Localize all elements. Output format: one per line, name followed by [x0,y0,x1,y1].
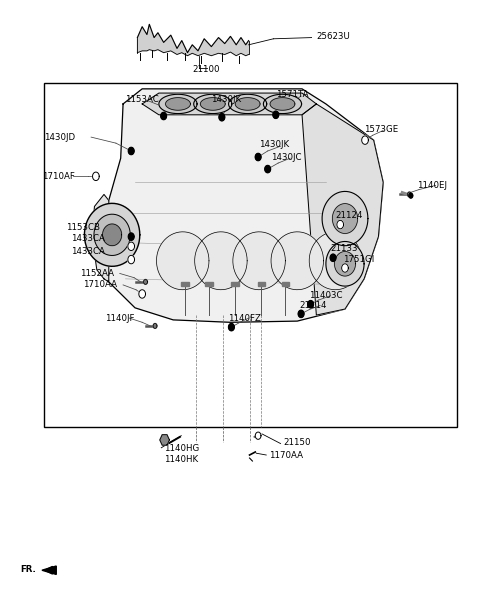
Polygon shape [103,224,121,245]
Text: 1430JD: 1430JD [44,133,75,142]
Text: 1710AA: 1710AA [83,281,117,290]
Polygon shape [92,195,109,282]
Text: 1573GE: 1573GE [364,125,398,134]
Polygon shape [330,254,336,261]
Polygon shape [201,98,225,110]
Bar [44,83,457,427]
Polygon shape [333,204,358,233]
Text: 1140HG: 1140HG [164,444,199,453]
Polygon shape [194,95,232,113]
Polygon shape [273,111,279,118]
Polygon shape [322,191,368,245]
Polygon shape [205,282,213,286]
Polygon shape [342,264,348,272]
Polygon shape [326,241,364,286]
Polygon shape [228,95,267,113]
Polygon shape [161,112,167,119]
Polygon shape [142,93,316,115]
Polygon shape [233,232,285,290]
Polygon shape [166,98,191,110]
Text: 21100: 21100 [193,65,220,74]
Polygon shape [144,279,147,284]
Polygon shape [228,324,234,331]
Polygon shape [337,221,344,229]
Text: 1751GI: 1751GI [343,255,374,264]
Text: 1571TA: 1571TA [276,90,308,99]
Polygon shape [153,324,157,328]
Polygon shape [308,301,313,308]
Text: 1140HK: 1140HK [164,455,198,464]
Text: 1433CA: 1433CA [71,234,105,243]
Polygon shape [235,98,260,110]
Polygon shape [84,204,140,266]
Text: 1140FZ: 1140FZ [228,313,261,322]
Text: 1433CA: 1433CA [71,247,105,256]
Text: 1140EJ: 1140EJ [417,181,446,190]
Polygon shape [139,290,145,298]
Polygon shape [264,95,301,113]
Text: 21133: 21133 [331,244,358,253]
Polygon shape [335,251,356,276]
Polygon shape [137,24,249,56]
Polygon shape [265,165,271,173]
Polygon shape [156,232,209,290]
Polygon shape [255,432,261,439]
Text: 1710AF: 1710AF [42,172,75,181]
Text: 21124: 21124 [336,211,363,220]
Polygon shape [94,214,130,256]
Polygon shape [409,193,413,198]
Polygon shape [128,242,134,250]
Polygon shape [362,136,368,144]
Polygon shape [258,282,265,286]
Polygon shape [298,310,304,318]
Polygon shape [281,282,289,286]
Polygon shape [219,113,225,121]
Text: 21150: 21150 [283,439,311,447]
Text: 25623U: 25623U [316,32,350,41]
Polygon shape [104,89,383,322]
Polygon shape [128,147,134,155]
Polygon shape [271,232,324,290]
Polygon shape [270,98,295,110]
Text: 1153AC: 1153AC [125,95,159,104]
Polygon shape [160,435,169,445]
Polygon shape [231,282,239,286]
Text: 21114: 21114 [300,301,327,310]
Text: 1140JF: 1140JF [106,313,135,322]
Text: 1153CB: 1153CB [66,223,100,232]
Polygon shape [408,192,411,197]
Polygon shape [181,282,189,286]
Text: 11403C: 11403C [309,291,343,300]
Polygon shape [302,104,383,315]
Polygon shape [195,232,247,290]
Text: 1152AA: 1152AA [80,269,114,278]
Polygon shape [128,255,134,264]
Polygon shape [255,153,261,161]
Text: 1170AA: 1170AA [269,450,302,459]
Text: 1430JC: 1430JC [271,153,301,162]
Text: FR.: FR. [21,565,36,574]
Polygon shape [42,566,56,574]
Polygon shape [93,172,99,181]
Text: 1430JK: 1430JK [211,95,241,104]
Text: 1430JK: 1430JK [259,141,289,150]
Polygon shape [309,232,362,290]
Polygon shape [159,95,197,113]
Polygon shape [128,233,134,240]
